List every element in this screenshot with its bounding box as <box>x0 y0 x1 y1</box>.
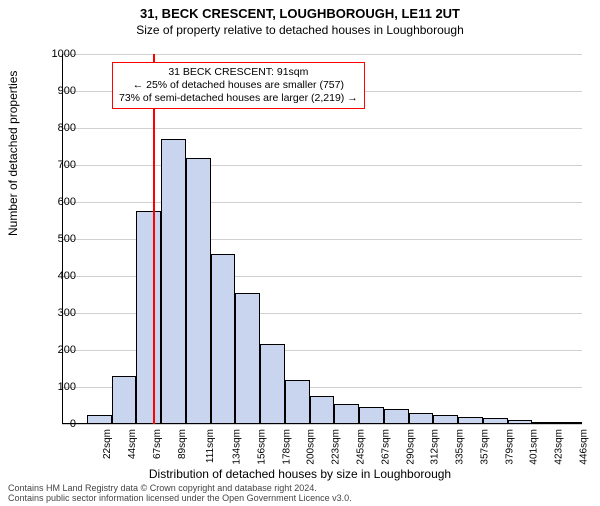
gridline <box>62 424 582 425</box>
histogram-bar <box>136 211 161 424</box>
histogram-bar <box>211 254 236 424</box>
ytick-label: 100 <box>36 381 76 393</box>
ytick-label: 900 <box>36 85 76 97</box>
histogram-bar <box>384 409 409 424</box>
xtick-label: 267sqm <box>380 429 391 465</box>
xtick-label: 200sqm <box>306 429 317 465</box>
property-marker-line <box>153 54 155 424</box>
xtick-label: 401sqm <box>529 429 540 465</box>
x-axis-line <box>62 423 582 424</box>
xtick-label: 111sqm <box>206 429 217 463</box>
xtick-label: 134sqm <box>232 429 243 465</box>
histogram-bar <box>260 344 285 424</box>
histogram-bar <box>186 158 211 424</box>
annotation-line3: 73% of semi-detached houses are larger (… <box>119 92 358 105</box>
x-axis-label: Distribution of detached houses by size … <box>0 467 600 481</box>
ytick-label: 1000 <box>36 48 76 60</box>
xtick-label: 379sqm <box>504 429 515 465</box>
histogram-bar <box>161 139 186 424</box>
xtick-label: 156sqm <box>257 429 268 465</box>
histogram-bar <box>310 396 335 424</box>
chart-title: 31, BECK CRESCENT, LOUGHBOROUGH, LE11 2U… <box>0 6 600 21</box>
xtick-label: 178sqm <box>281 429 292 465</box>
plot-area: 31 BECK CRESCENT: 91sqm ← 25% of detache… <box>62 54 582 424</box>
ytick-label: 200 <box>36 344 76 356</box>
footer-line2: Contains public sector information licen… <box>8 494 352 504</box>
ytick-label: 0 <box>36 418 76 430</box>
footer-attribution: Contains HM Land Registry data © Crown c… <box>8 484 352 504</box>
xtick-label: 357sqm <box>479 429 490 465</box>
annotation-box: 31 BECK CRESCENT: 91sqm ← 25% of detache… <box>112 62 365 109</box>
ytick-label: 800 <box>36 122 76 134</box>
xtick-label: 67sqm <box>152 429 163 459</box>
ytick-label: 500 <box>36 233 76 245</box>
xtick-label: 44sqm <box>127 429 138 459</box>
xtick-label: 335sqm <box>455 429 466 465</box>
xtick-label: 446sqm <box>578 429 589 465</box>
xtick-label: 22sqm <box>102 429 113 459</box>
xtick-label: 312sqm <box>430 429 441 465</box>
xtick-label: 245sqm <box>356 429 367 465</box>
ytick-label: 300 <box>36 307 76 319</box>
chart-container: 31, BECK CRESCENT, LOUGHBOROUGH, LE11 2U… <box>0 6 600 506</box>
xtick-label: 223sqm <box>331 429 342 465</box>
histogram-bar <box>235 293 260 424</box>
y-axis-label: Number of detached properties <box>6 71 20 236</box>
histogram-bar <box>334 404 359 424</box>
ytick-label: 700 <box>36 159 76 171</box>
histogram-bar <box>285 380 310 424</box>
ytick-label: 400 <box>36 270 76 282</box>
histogram-bar <box>112 376 137 424</box>
histogram-bar <box>359 407 384 424</box>
ytick-label: 600 <box>36 196 76 208</box>
xtick-label: 89sqm <box>177 429 188 459</box>
annotation-line1: 31 BECK CRESCENT: 91sqm <box>119 66 358 79</box>
annotation-line2: ← 25% of detached houses are smaller (75… <box>119 79 358 92</box>
xtick-label: 423sqm <box>554 429 565 465</box>
xtick-label: 290sqm <box>405 429 416 465</box>
chart-subtitle: Size of property relative to detached ho… <box>0 23 600 37</box>
